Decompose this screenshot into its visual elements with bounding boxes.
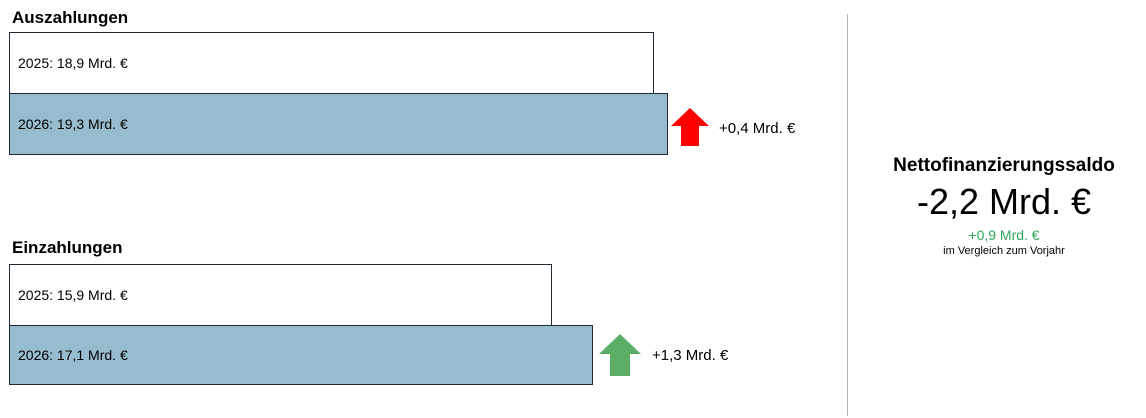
bar-label: 2026: 19,3 Mrd. € [18, 116, 128, 132]
arrow-up-shape [671, 108, 709, 146]
bar-auszahlungen-2026: 2026: 19,3 Mrd. € [9, 93, 668, 155]
section-title-einzahlungen: Einzahlungen [12, 238, 123, 257]
summary-note: im Vergleich zum Vorjahr [943, 245, 1065, 257]
summary-title: Nettofinanzierungssaldo [893, 155, 1115, 176]
arrow-up-icon [671, 108, 709, 146]
bar-auszahlungen-2025: 2025: 18,9 Mrd. € [9, 32, 654, 94]
bar-label: 2026: 17,1 Mrd. € [18, 347, 128, 363]
delta-einzahlungen: +1,3 Mrd. € [652, 347, 729, 364]
bar-einzahlungen-2026: 2026: 17,1 Mrd. € [9, 325, 593, 385]
arrow-up-shape [599, 334, 641, 376]
bar-einzahlungen-2025: 2025: 15,9 Mrd. € [9, 264, 552, 326]
summary-panel: Nettofinanzierungssaldo -2,2 Mrd. € +0,9… [862, 155, 1146, 257]
section-title-auszahlungen: Auszahlungen [12, 8, 129, 27]
vertical-divider [847, 14, 848, 416]
delta-auszahlungen: +0,4 Mrd. € [719, 120, 796, 137]
arrow-up-icon [599, 334, 641, 376]
summary-value: -2,2 Mrd. € [916, 181, 1092, 222]
bar-label: 2025: 18,9 Mrd. € [18, 55, 128, 71]
summary-change: +0,9 Mrd. € [968, 227, 1040, 243]
bar-label: 2025: 15,9 Mrd. € [18, 287, 128, 303]
